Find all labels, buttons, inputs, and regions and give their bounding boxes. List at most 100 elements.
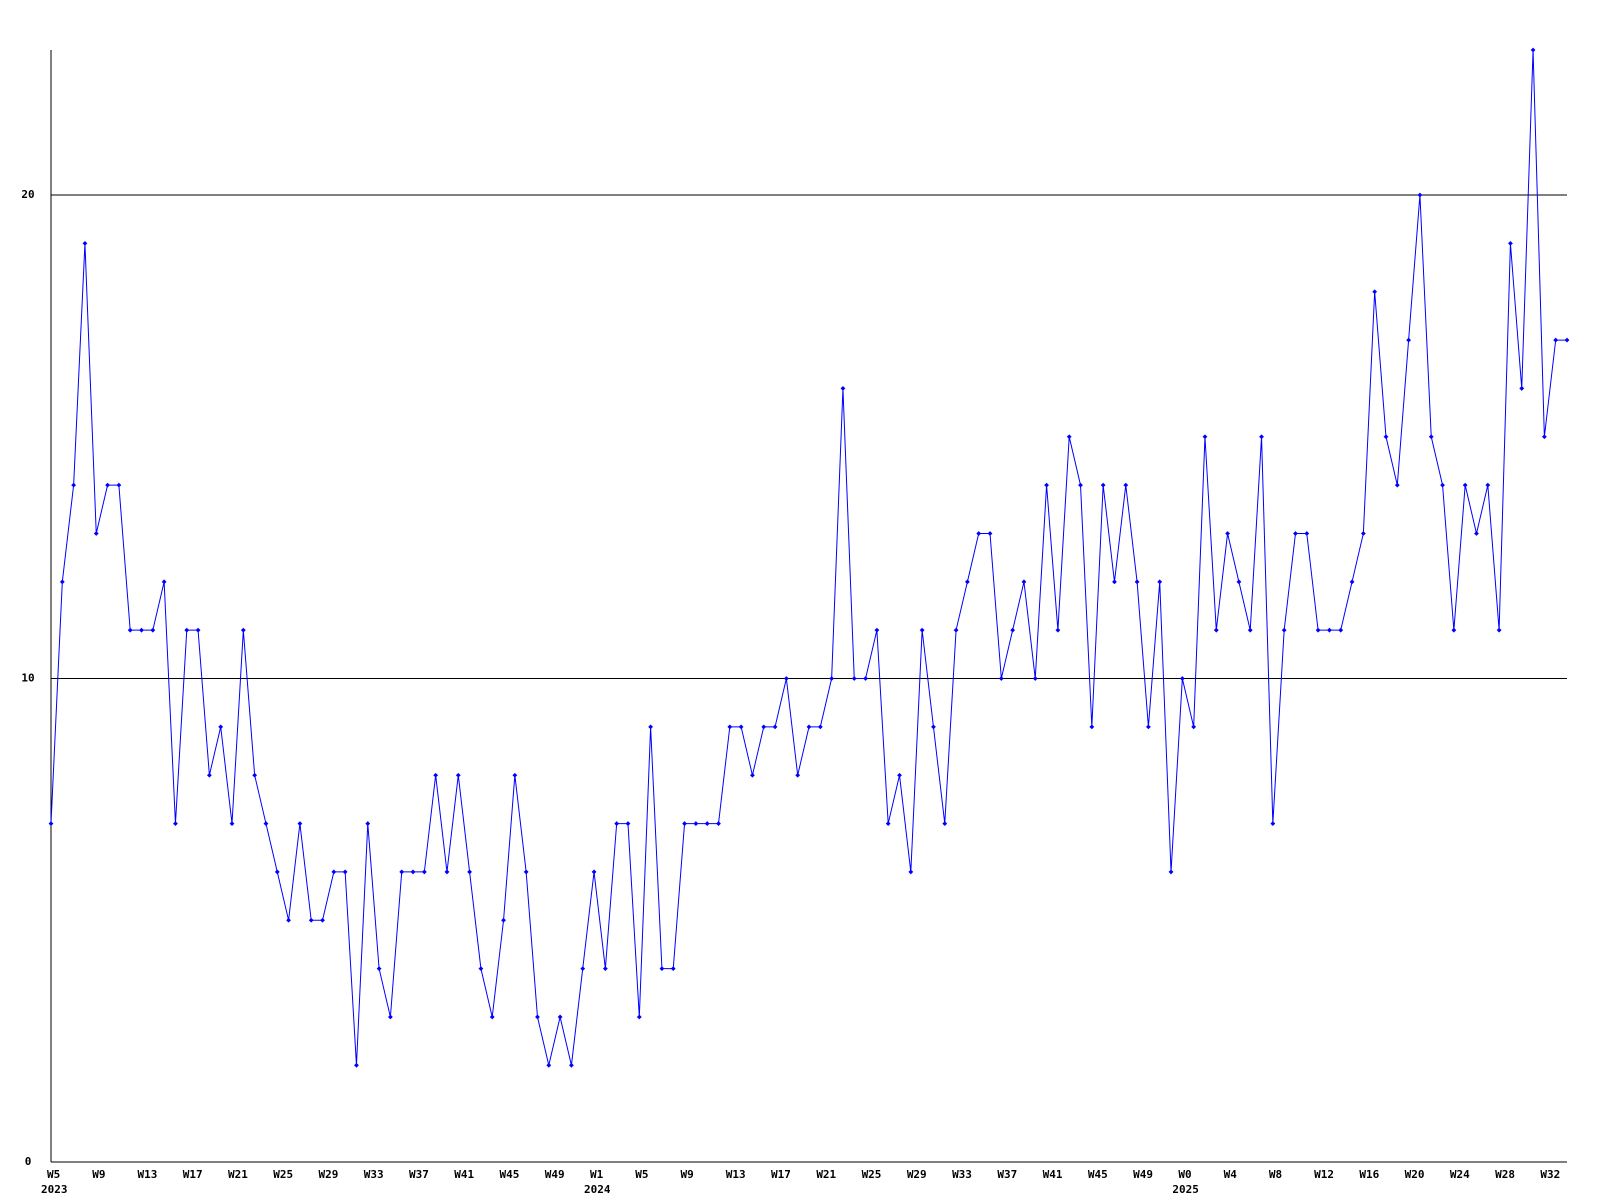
data-point <box>1394 482 1400 488</box>
x-tick-label: W41 <box>454 1168 474 1181</box>
x-tick-label: W25 <box>862 1168 882 1181</box>
data-point <box>704 821 710 826</box>
data-point <box>591 869 597 875</box>
data-point <box>1066 434 1072 440</box>
data-point <box>670 966 676 972</box>
data-point <box>240 627 246 633</box>
data-point <box>716 821 721 826</box>
data-point <box>252 772 258 778</box>
x-tick-label: W9 <box>92 1168 105 1181</box>
data-point <box>1078 482 1083 488</box>
data-point <box>919 627 925 633</box>
x-tick-label: W21 <box>228 1168 248 1181</box>
data-point <box>229 821 235 826</box>
data-point <box>1202 434 1208 440</box>
data-point <box>987 531 993 536</box>
data-point <box>139 627 144 633</box>
data-point <box>1100 482 1106 488</box>
data-point <box>1541 434 1547 440</box>
data-point <box>388 1014 393 1020</box>
data-point <box>648 724 654 730</box>
x-tick-label: W28 <box>1495 1168 1515 1181</box>
data-point <box>1360 531 1366 536</box>
data-point <box>1485 482 1491 488</box>
data-point <box>478 966 484 972</box>
x-tick-label: W5 <box>47 1168 60 1181</box>
data-point <box>161 579 167 585</box>
x-tick-label: W13 <box>138 1168 158 1181</box>
x-tick-label: W12 <box>1314 1168 1334 1181</box>
data-point <box>625 821 631 826</box>
x-tick-label: W45 <box>500 1168 520 1181</box>
data-point <box>1462 482 1468 488</box>
x-tick-label: W17 <box>771 1168 791 1181</box>
data-point <box>569 1062 574 1068</box>
data-point <box>206 772 212 778</box>
data-point <box>1496 627 1502 633</box>
y-tick-label: 10 <box>21 672 34 685</box>
x-tick-label: W33 <box>364 1168 384 1181</box>
x-tick-label: W41 <box>1043 1168 1063 1181</box>
data-point <box>580 966 586 972</box>
data-point <box>116 482 122 488</box>
x-tick-label: W32 <box>1540 1168 1560 1181</box>
data-point <box>863 676 868 681</box>
data-point <box>998 676 1004 681</box>
data-point <box>433 772 439 778</box>
data-point <box>523 869 529 875</box>
x-tick-label: W49 <box>1133 1168 1153 1181</box>
data-point <box>1055 627 1061 633</box>
data-point <box>727 724 733 730</box>
data-point <box>1315 627 1321 633</box>
data-point <box>1021 579 1027 585</box>
data-point <box>829 676 835 681</box>
data-point <box>421 869 427 875</box>
data-point <box>308 917 314 923</box>
data-point <box>738 724 744 730</box>
data-point <box>1530 47 1536 53</box>
data-point <box>173 821 178 826</box>
data-point <box>851 676 857 681</box>
x-tick-label: W37 <box>409 1168 429 1181</box>
data-point <box>1089 724 1095 730</box>
x-tick-label: W1 <box>590 1168 604 1181</box>
data-point <box>795 772 801 778</box>
x-tick-label: W16 <box>1359 1168 1379 1181</box>
data-point <box>1270 821 1276 826</box>
data-point <box>127 627 133 633</box>
data-point <box>942 821 948 826</box>
data-point <box>614 821 620 826</box>
data-point <box>48 821 54 826</box>
x-tick-label: W4 <box>1224 1168 1238 1181</box>
data-point <box>455 772 461 778</box>
data-point <box>1236 579 1242 585</box>
data-point <box>602 966 608 972</box>
data-point <box>750 772 755 778</box>
data-point <box>399 869 405 875</box>
data-point <box>1338 627 1344 633</box>
data-point <box>1179 676 1185 681</box>
data-point <box>976 531 982 536</box>
data-point <box>512 772 518 778</box>
data-point <box>1417 192 1423 198</box>
data-point <box>1440 482 1445 488</box>
x-year-label: 2024 <box>584 1183 611 1196</box>
data-point <box>410 869 416 875</box>
data-point <box>953 627 959 633</box>
data-point <box>1032 676 1038 681</box>
data-point <box>908 869 914 875</box>
data-point <box>1191 724 1197 730</box>
data-point <box>806 724 812 730</box>
x-tick-label: W20 <box>1405 1168 1425 1181</box>
data-point <box>1281 627 1287 633</box>
data-point <box>1225 531 1230 536</box>
data-point <box>693 821 699 826</box>
data-point <box>71 482 77 488</box>
data-point <box>817 724 823 730</box>
data-point <box>636 1014 642 1020</box>
x-tick-label: W0 <box>1178 1168 1191 1181</box>
data-point <box>1372 289 1378 295</box>
data-point <box>1213 627 1219 633</box>
